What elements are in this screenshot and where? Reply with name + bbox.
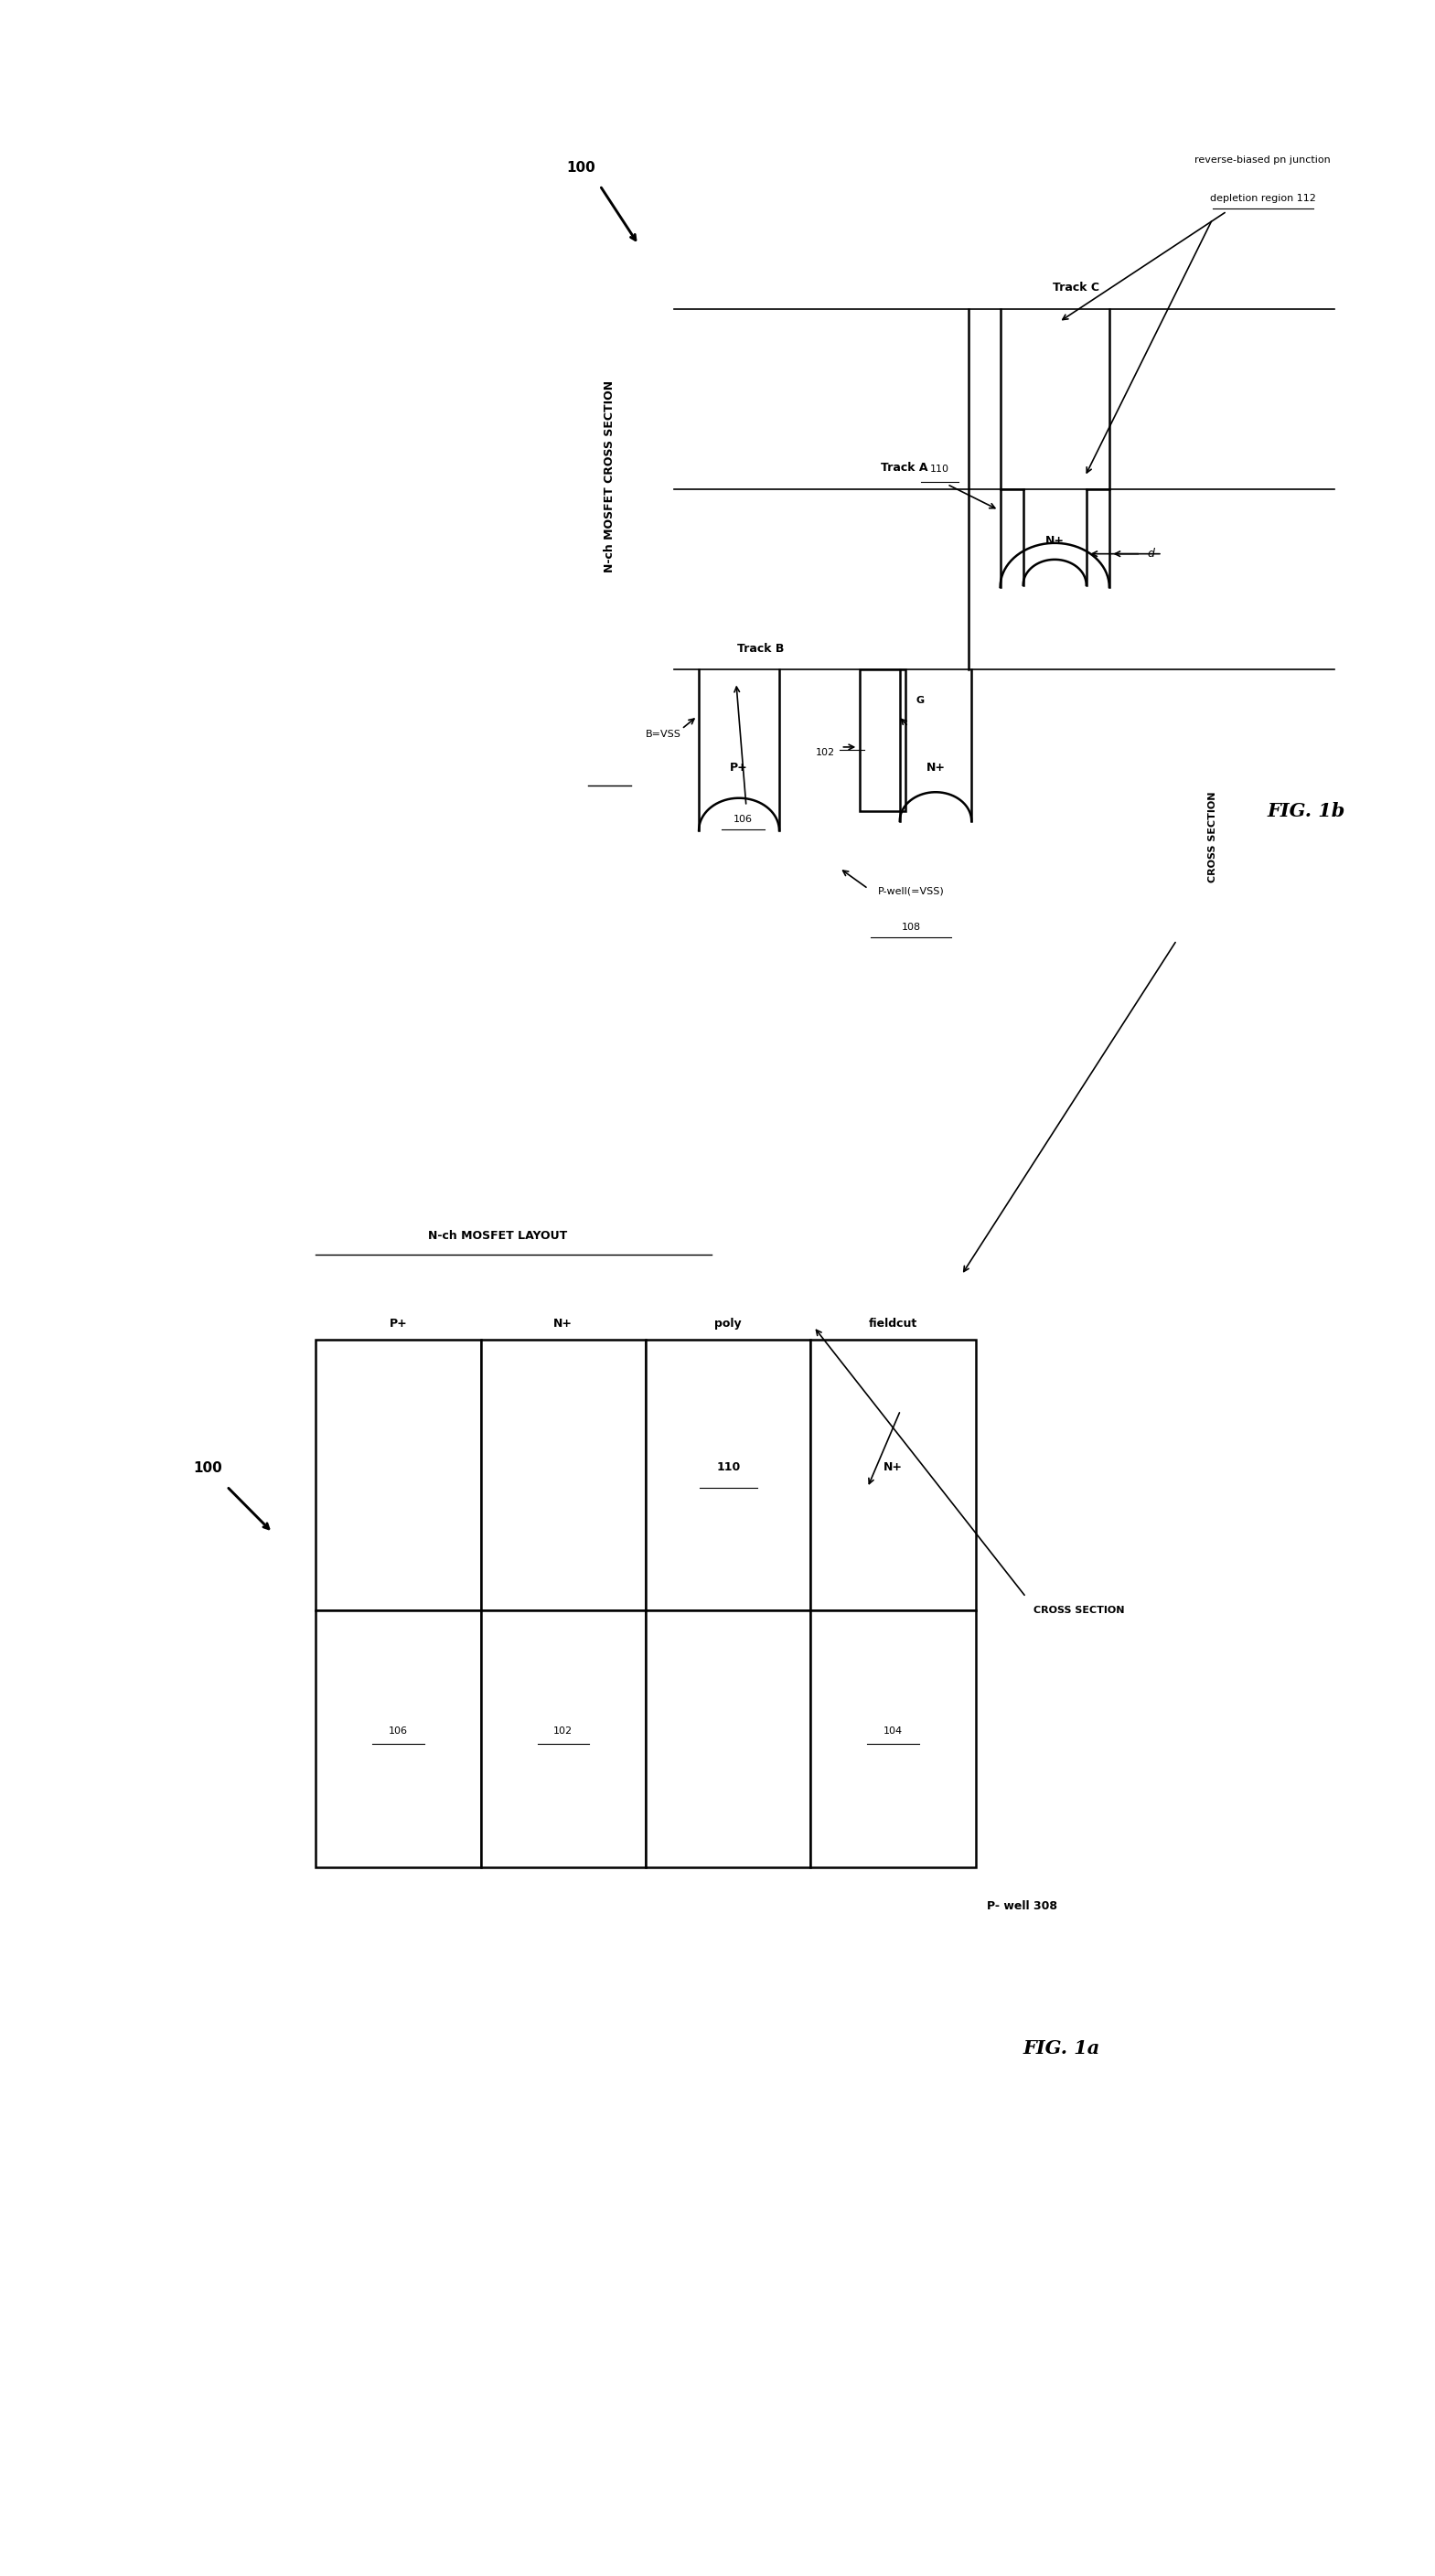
- Bar: [646, 1340, 811, 1610]
- Text: 100: 100: [567, 160, 596, 175]
- Bar: [860, 670, 905, 811]
- Bar: [316, 1340, 481, 1610]
- Text: 102: 102: [554, 1726, 573, 1736]
- Text: N-ch MOSFET LAYOUT: N-ch MOSFET LAYOUT: [428, 1229, 567, 1242]
- Text: 100: 100: [194, 1461, 222, 1476]
- Text: P+: P+: [389, 1316, 408, 1329]
- Text: d: d: [1147, 549, 1155, 559]
- Text: N-ch MOSFET CROSS SECTION: N-ch MOSFET CROSS SECTION: [604, 381, 616, 572]
- Text: FIG. 1b: FIG. 1b: [1267, 801, 1345, 822]
- Text: 104: 104: [884, 1726, 903, 1736]
- Text: fieldcut: fieldcut: [870, 1316, 917, 1329]
- Text: depletion region 112: depletion region 112: [1210, 193, 1316, 204]
- Text: P+: P+: [730, 762, 748, 773]
- Text: 110: 110: [930, 464, 950, 474]
- Text: 110: 110: [716, 1461, 740, 1473]
- Bar: [316, 1610, 481, 1868]
- Text: N+: N+: [926, 762, 946, 773]
- Text: reverse-biased pn junction: reverse-biased pn junction: [1195, 155, 1330, 165]
- Text: Track B: Track B: [738, 641, 784, 654]
- Bar: [811, 1610, 976, 1868]
- Text: P-well(=VSS): P-well(=VSS): [878, 886, 944, 896]
- Text: Track C: Track C: [1053, 281, 1099, 294]
- Text: N+: N+: [1045, 536, 1065, 546]
- Text: Track A: Track A: [881, 461, 927, 474]
- Text: P- well 308: P- well 308: [987, 1901, 1058, 1911]
- Text: 106: 106: [733, 814, 753, 824]
- Text: 106: 106: [389, 1726, 408, 1736]
- Text: CROSS SECTION: CROSS SECTION: [1033, 1605, 1124, 1615]
- Bar: [481, 1610, 646, 1868]
- Text: 102: 102: [817, 747, 835, 757]
- Bar: [811, 1340, 976, 1610]
- Text: B=VSS: B=VSS: [646, 729, 680, 739]
- Text: N+: N+: [884, 1461, 903, 1473]
- Text: 108: 108: [901, 922, 921, 933]
- Text: CROSS SECTION: CROSS SECTION: [1208, 791, 1217, 884]
- Text: G: G: [916, 696, 924, 706]
- Bar: [646, 1610, 811, 1868]
- Text: poly: poly: [715, 1316, 742, 1329]
- Bar: [481, 1340, 646, 1610]
- Text: N+: N+: [554, 1316, 573, 1329]
- Text: FIG. 1a: FIG. 1a: [1023, 2038, 1101, 2058]
